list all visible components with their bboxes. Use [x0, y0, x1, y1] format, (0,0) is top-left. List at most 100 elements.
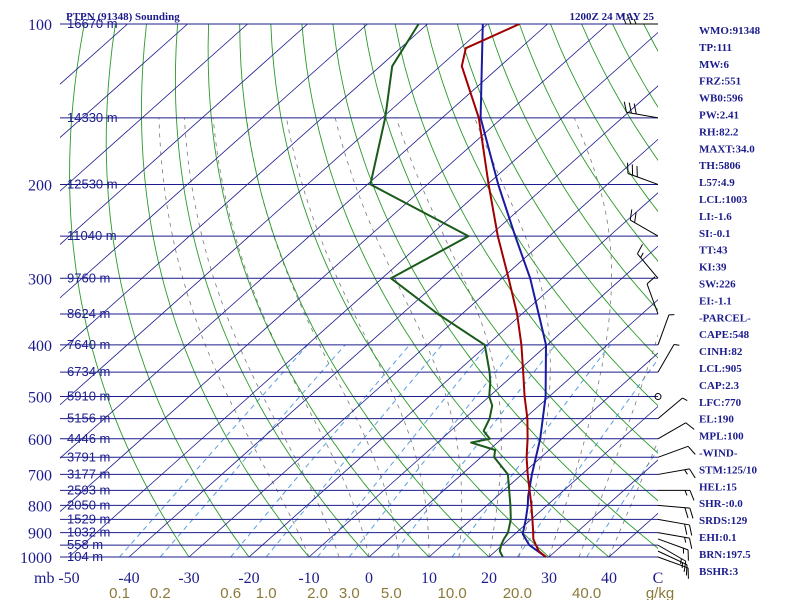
wind-barb [657, 544, 687, 572]
wind-barb-flag [623, 101, 627, 113]
height-label: 14330 m [67, 110, 118, 125]
isotherm-line [428, 352, 658, 558]
wind-barb-flag [685, 564, 688, 576]
height-label: 5156 m [67, 411, 110, 426]
stability-index-entry: TT:43 [699, 245, 728, 257]
stability-index-entry: CAP:2.3 [699, 380, 740, 392]
mixing-ratio-line [230, 344, 410, 558]
isotherm-line [60, 24, 308, 245]
station-title: PTPN (91348) Sounding [66, 11, 180, 23]
wind-barb-flag [689, 468, 696, 479]
wind-barb [657, 422, 695, 440]
wind-barb [654, 393, 662, 401]
pressure-tick-label: 1000 [20, 550, 52, 567]
temperature-tick-label: -50 [58, 570, 79, 587]
stability-index-entry: MW:6 [699, 59, 729, 71]
temperature-tick-label: 10 [421, 570, 437, 587]
mixing-ratio-label: 0.2 [150, 585, 171, 600]
isotherm-line [248, 192, 658, 558]
dry-adiabat-line [141, 24, 310, 558]
wind-barb [657, 314, 675, 346]
mixing-ratio-label: 0.6 [220, 585, 241, 600]
wind-barb-half-flag [633, 18, 637, 25]
dry-adiabat-line [425, 24, 658, 407]
mixing-ratio-label: 0.1 [109, 585, 130, 600]
height-label: 16670 m [67, 16, 118, 31]
pressure-axis-unit: mb [34, 570, 54, 587]
wind-barb [657, 445, 696, 458]
wind-barb-flag [689, 507, 694, 519]
dry-adiabat-line [301, 24, 610, 558]
stability-index-entry: KI:39 [699, 262, 727, 274]
temperature-tick-label: -10 [298, 570, 319, 587]
moist-adiabat-line [184, 117, 340, 558]
isotherm-line [60, 24, 188, 139]
pressure-tick-label: 900 [28, 526, 52, 543]
isotherm-line [368, 299, 658, 558]
wind-barb-staff [657, 544, 686, 562]
stability-index-entry: STM:125/10 [699, 464, 758, 476]
wind-barb [646, 276, 659, 315]
moist-adiabat-line [474, 117, 551, 558]
dry-adiabat-line [487, 24, 658, 311]
wind-barb-staff [657, 556, 689, 569]
wind-barb [657, 504, 694, 519]
mixing-ratio-labels: 0.1 0.2 0.6 1.0 2.0 3.0 5.0 10.0 20.0 40.0 g/kg [109, 585, 674, 600]
pressure-tick-label: 200 [28, 177, 52, 194]
dry-adiabat-line [105, 24, 250, 558]
wind-barb-half-flag [640, 252, 644, 258]
sounding-time: 1200Z 24 MAY 25 [570, 11, 655, 23]
stability-index-entry: SI:-0.1 [699, 228, 730, 240]
mixing-ratio-label: 3.0 [339, 585, 360, 600]
stability-index-entry: TP:111 [699, 42, 732, 54]
stability-indices-panel: WMO:91348 TP:111 MW:6 FRZ:551 WB0:596 PW:2.41… [699, 25, 761, 578]
isotherm-line [128, 85, 658, 558]
stability-index-entry: LCL:905 [699, 363, 742, 375]
wind-barb-flag [634, 211, 637, 223]
temperature-tick-label: 0 [365, 570, 373, 587]
isotherm-line [60, 24, 248, 192]
stability-index-entry: CINH:82 [699, 346, 743, 358]
height-label: 8624 m [67, 306, 110, 321]
wind-barb-staff [657, 344, 675, 373]
stability-index-entry: CAPE:548 [699, 329, 750, 341]
stability-index-entry: WB0:596 [699, 93, 744, 105]
dry-adiabat-line [332, 24, 658, 549]
wind-barb-flag [684, 523, 688, 535]
pressure-tick-labels: 100 200 300 400 500 600 700 800 900 1000 [20, 17, 52, 567]
pressure-tick-label: 500 [28, 390, 52, 407]
wind-barbs [621, 13, 696, 579]
stability-index-entry: -WIND- [699, 448, 738, 460]
wind-barb-staff [657, 445, 689, 458]
wind-barb-staff [627, 173, 659, 185]
moist-adiabat-line [548, 117, 612, 558]
wind-barb [623, 101, 659, 119]
wind-barb-staff [657, 518, 690, 526]
pressure-tick-label: 600 [28, 432, 52, 449]
stability-index-entry: PW:2.41 [699, 110, 739, 122]
wind-barb-flag [626, 13, 632, 25]
wind-barb-half-flag [680, 558, 682, 565]
wind-barb-half-flag [684, 490, 688, 496]
stability-index-entry: LI:-1.6 [699, 211, 732, 223]
mixing-ratio-line [451, 344, 611, 558]
wind-barb-staff [657, 422, 686, 440]
wind-barb-flag [689, 490, 695, 501]
stability-index-entry: BSHR:3 [699, 566, 739, 578]
stability-index-entry: SRDS:129 [699, 515, 748, 527]
stability-index-entry: RH:82.2 [699, 126, 739, 138]
isotherm-line [488, 405, 658, 558]
stability-index-entry: MPL:100 [699, 431, 744, 443]
wind-barb [621, 13, 658, 25]
moist-adiabat-line [578, 333, 658, 558]
wind-barb-flag [628, 102, 632, 114]
pressure-tick-label: 400 [28, 338, 52, 355]
parcel-trace [479, 24, 547, 558]
height-label: 3791 m [67, 449, 110, 464]
isotherm-line [60, 24, 488, 406]
moist-adiabat-line [395, 117, 502, 558]
temperature-tick-label: -30 [178, 570, 199, 587]
isobar-lines [60, 23, 658, 558]
moist-adiabat-line [212, 117, 370, 558]
wind-barb-staff [657, 504, 690, 509]
